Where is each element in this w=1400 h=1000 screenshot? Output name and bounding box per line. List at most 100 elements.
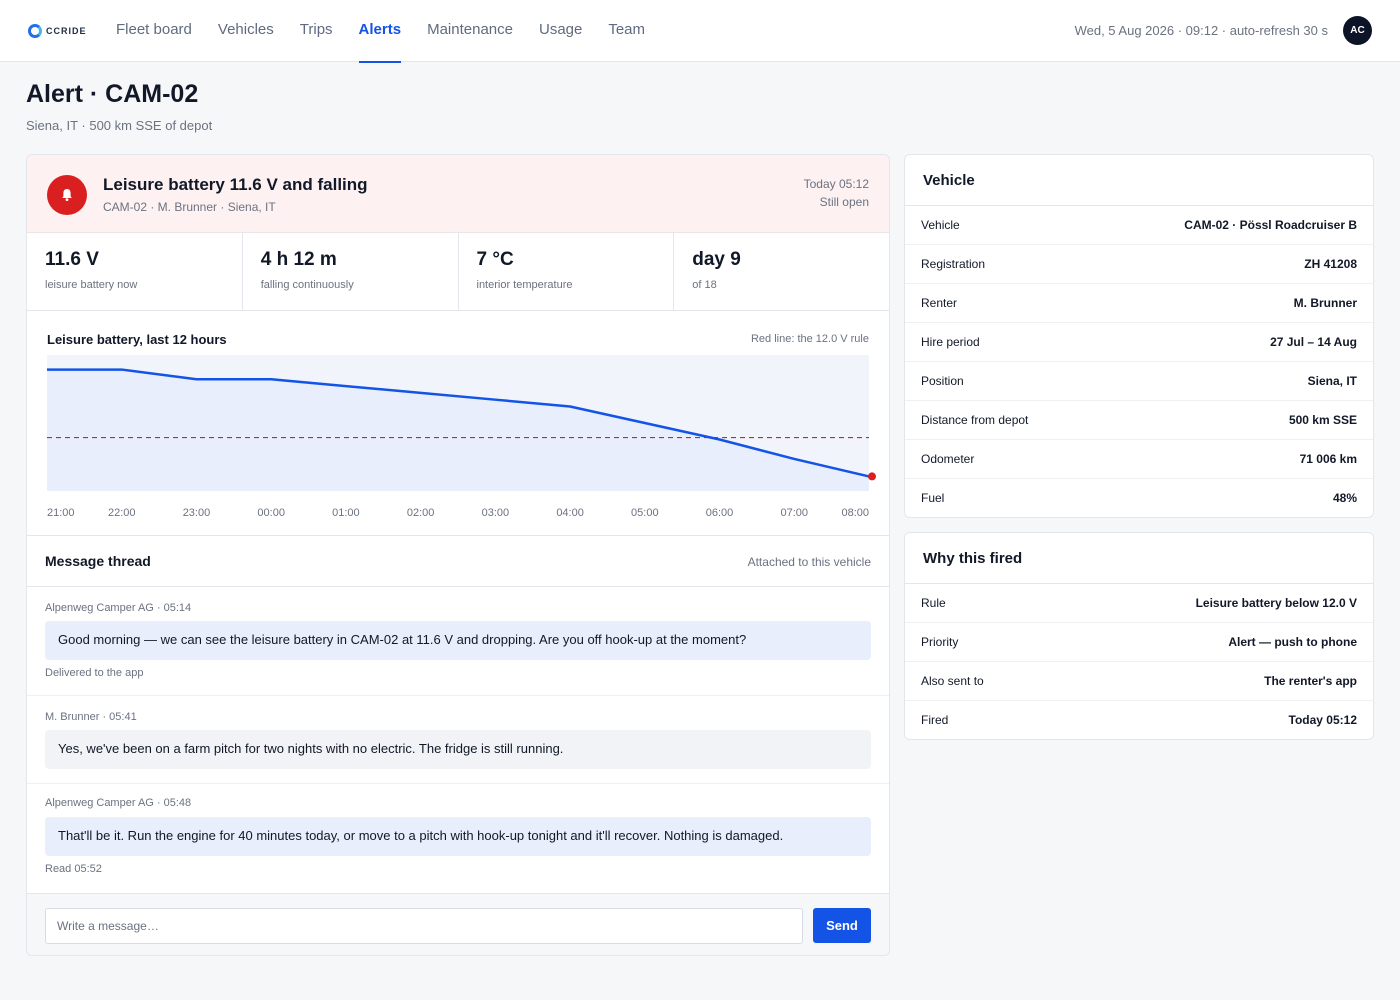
- battery-area: [47, 369, 869, 491]
- row-label: Fuel: [921, 491, 945, 505]
- why-fired-card: Why this fired Rule Leisure battery below…: [904, 532, 1374, 740]
- bell-icon: [62, 189, 72, 201]
- stat-battery: 11.6 V leisure battery now: [27, 233, 243, 310]
- message-bubble: Good morning — we can see the leisure ba…: [45, 621, 871, 660]
- stat-value: 4 h 12 m: [260, 249, 337, 270]
- alert-header: Leisure battery 11.6 V and falling CAM-0…: [27, 155, 889, 233]
- row-value: ZH 41208: [1304, 257, 1357, 271]
- row-label: Renter: [921, 296, 958, 310]
- stat-duration: 4 h 12 m falling continuously: [243, 233, 459, 310]
- x-tick-label: 03:00: [482, 507, 510, 519]
- thread-title: Message thread: [45, 553, 151, 569]
- nav-item-maintenance[interactable]: Maintenance: [427, 20, 513, 38]
- vehicle-row: Renter M. Brunner: [905, 284, 1373, 323]
- why-row: Fired Today 05:12: [905, 701, 1373, 739]
- stat-label: falling continuously: [260, 279, 354, 291]
- current-value-point: [868, 472, 876, 481]
- row-value: M. Brunner: [1293, 296, 1357, 310]
- row-label: Odometer: [921, 452, 975, 466]
- thread-header: Message thread Attached to this vehicle: [27, 536, 889, 587]
- x-tick-label: 02:00: [407, 507, 435, 519]
- x-tick-label: 22:00: [108, 507, 136, 519]
- alert-card: Leisure battery 11.6 V and falling CAM-0…: [26, 154, 890, 956]
- stat-label: leisure battery now: [45, 279, 138, 291]
- brand-logo[interactable]: CCRIDE: [28, 22, 87, 40]
- why-row: Priority Alert — push to phone: [905, 623, 1373, 662]
- row-label: Position: [921, 374, 964, 388]
- message-status: Read 05:52: [45, 863, 102, 875]
- message-meta: Alpenweg Camper AG · 05:48: [45, 797, 192, 809]
- nav-item-alerts[interactable]: Alerts: [346, 0, 415, 63]
- why-row: Rule Leisure battery below 12.0 V: [905, 584, 1373, 623]
- vehicle-card-title: Vehicle: [905, 155, 1373, 206]
- stat-label: interior temperature: [476, 279, 573, 291]
- logo-text: CCRIDE: [46, 26, 87, 36]
- row-value: Alert — push to phone: [1228, 635, 1357, 649]
- row-value: Today 05:12: [1288, 713, 1357, 727]
- x-tick-label: 00:00: [257, 507, 285, 519]
- x-tick-label: 23:00: [183, 507, 211, 519]
- message-composer: Send: [27, 893, 889, 955]
- message-item: Alpenweg Camper AG · 05:48 That'll be it…: [27, 784, 889, 893]
- why-row: Also sent to The renter's app: [905, 662, 1373, 701]
- message-meta: Alpenweg Camper AG · 05:14: [45, 602, 192, 614]
- logo-icon: [28, 24, 42, 38]
- row-value: 27 Jul – 14 Aug: [1270, 335, 1357, 349]
- message-input[interactable]: [45, 908, 803, 944]
- page-subtitle: Siena, IT · 500 km SSE of depot: [26, 118, 213, 133]
- row-label: Distance from depot: [921, 413, 1029, 427]
- stat-temperature: 7 °C interior temperature: [459, 233, 675, 310]
- x-tick-label: 08:00: [841, 507, 869, 519]
- row-label: Registration: [921, 257, 986, 271]
- avatar[interactable]: AC: [1343, 16, 1372, 45]
- row-value: 48%: [1332, 491, 1357, 505]
- thread-note: Attached to this vehicle: [747, 555, 871, 569]
- alert-meta: CAM-02 · M. Brunner · Siena, IT: [103, 200, 276, 214]
- message-bubble: That'll be it. Run the engine for 40 min…: [45, 817, 871, 856]
- row-label: Fired: [921, 713, 949, 727]
- chart-note: Red line: the 12.0 V rule: [750, 333, 869, 345]
- stat-value: 11.6 V: [45, 249, 99, 270]
- x-tick-label: 06:00: [706, 507, 734, 519]
- row-value: 500 km SSE: [1288, 413, 1357, 427]
- vehicle-row: Position Siena, IT: [905, 362, 1373, 401]
- battery-line: [47, 368, 870, 478]
- vehicle-row: Fuel 48%: [905, 479, 1373, 517]
- battery-chart: 21:00 22:00 23:00 00:00 01:00 02:00 03:00 04:00…: [27, 312, 889, 536]
- main-nav: Fleet board Vehicles Trips Alerts Mainte…: [103, 0, 658, 63]
- row-value: The renter's app: [1264, 674, 1357, 688]
- alert-title: Leisure battery 11.6 V and falling: [103, 175, 368, 194]
- stat-hire-day: day 9 of 18: [674, 233, 889, 310]
- top-bar: CCRIDE Fleet board Vehicles Trips Alerts…: [0, 0, 1400, 63]
- nav-item-vehicles[interactable]: Vehicles: [217, 20, 274, 38]
- vehicle-row: Registration ZH 41208: [905, 245, 1373, 284]
- battery-chart-svg: 21:00 22:00 23:00 00:00 01:00 02:00 03:00 04:00…: [47, 355, 876, 519]
- nav-item-fleet-board[interactable]: Fleet board: [116, 20, 192, 38]
- nav-item-usage[interactable]: Usage: [538, 20, 583, 38]
- message-item: M. Brunner · 05:41 Yes, we've been on a …: [27, 696, 889, 784]
- stat-value: day 9: [692, 249, 741, 270]
- x-tick-label: 04:00: [556, 507, 584, 519]
- row-value: Leisure battery below 12.0 V: [1195, 596, 1357, 610]
- x-tick-label: 05:00: [631, 507, 659, 519]
- message-meta: M. Brunner · 05:41: [45, 711, 137, 723]
- message-status: Delivered to the app: [45, 667, 144, 679]
- nav-item-team[interactable]: Team: [608, 20, 646, 38]
- nav-item-trips[interactable]: Trips: [299, 20, 333, 38]
- alert-time: Today 05:12: [803, 177, 869, 191]
- row-label: Vehicle: [921, 218, 960, 232]
- alert-badge: [47, 175, 87, 215]
- chart-title: Leisure battery, last 12 hours: [47, 332, 227, 347]
- row-value: 71 006 km: [1299, 452, 1357, 466]
- row-value: Siena, IT: [1307, 374, 1357, 388]
- alert-status: Still open: [819, 195, 869, 209]
- vehicle-row: Odometer 71 006 km: [905, 440, 1373, 479]
- x-tick-label: 07:00: [781, 507, 809, 519]
- send-button[interactable]: Send: [813, 908, 871, 943]
- page-title: Alert · CAM-02: [26, 80, 199, 108]
- message-bubble: Yes, we've been on a farm pitch for two …: [45, 730, 871, 769]
- vehicle-card: Vehicle Vehicle CAM-02 · Pössl Roadcruise…: [904, 154, 1374, 518]
- stat-label: of 18: [692, 279, 717, 291]
- x-tick-label: 21:00: [47, 507, 75, 519]
- vehicle-row: Distance from depot 500 km SSE: [905, 401, 1373, 440]
